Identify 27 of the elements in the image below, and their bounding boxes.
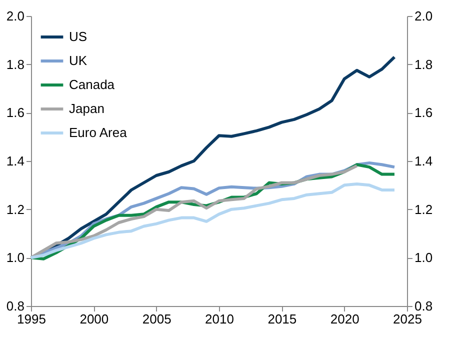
x-tick-label: 2005 (142, 312, 172, 326)
line-series (30, 182, 396, 260)
y2-tick-label: 0.8 (414, 298, 433, 314)
x-tick-label: 2010 (205, 312, 234, 326)
legend-label: Euro Area (69, 125, 128, 140)
y-tick-label: 1.4 (6, 154, 24, 168)
y-tick-label: 1.8 (6, 56, 24, 72)
legend-label: UK (69, 53, 88, 68)
y2-tick-label: 2.0 (414, 8, 433, 24)
y-tick-label: 1.2 (6, 202, 24, 217)
legend-label: Canada (69, 77, 116, 92)
x-tick-label: 1995 (17, 312, 46, 326)
y-tick-label: 1.0 (6, 250, 24, 266)
y-tick-label: 1.6 (6, 105, 24, 120)
x-tick-label: 2020 (330, 312, 360, 326)
y-tick-label: 2.0 (6, 8, 24, 24)
legend-label: US (69, 29, 88, 44)
y2-tick-label: 1.8 (414, 56, 433, 72)
y2-tick-label: 1.2 (414, 202, 433, 217)
x-tick-label: 2000 (80, 312, 109, 326)
y2-tick-label: 1.4 (414, 154, 433, 168)
x-tick-label: 2015 (268, 312, 297, 326)
y-tick-label: 0.8 (6, 298, 24, 314)
x-tick-label: 2025 (393, 312, 422, 326)
y2-tick-label: 1.0 (414, 250, 433, 266)
legend-label: Japan (69, 101, 104, 116)
y2-tick-label: 1.6 (414, 105, 433, 120)
